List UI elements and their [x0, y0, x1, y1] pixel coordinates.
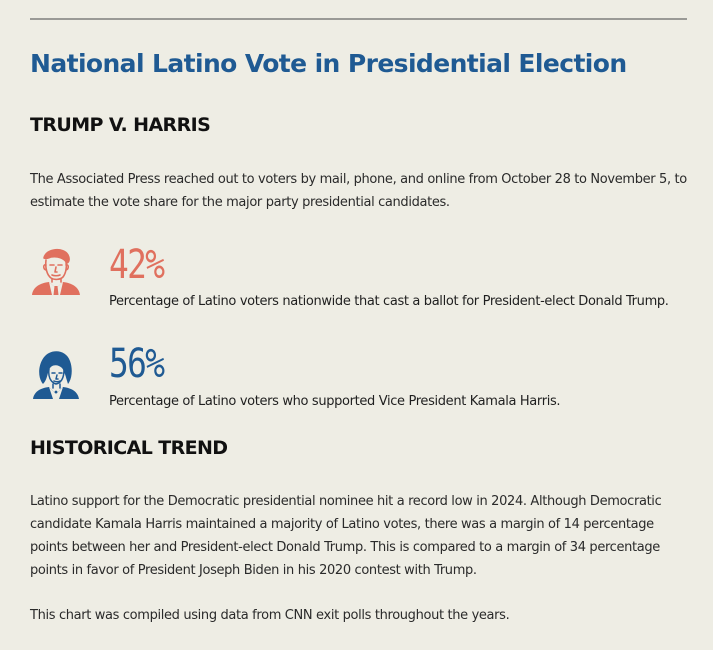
trump-vote-share: 42% — [109, 242, 165, 288]
intro-paragraph: The Associated Press reached out to vote… — [30, 172, 687, 210]
harris-portrait-icon — [33, 351, 79, 399]
harris-vote-description: Percentage of Latino voters who supporte… — [109, 394, 561, 409]
section-heading-historical-trend: HISTORICAL TREND — [30, 437, 228, 459]
trump-portrait-icon — [32, 248, 80, 295]
page-title: National Latino Vote in Presidential Ele… — [30, 49, 627, 78]
harris-vote-share: 56% — [109, 341, 165, 387]
top-divider — [30, 18, 687, 20]
section-heading-trump-v-harris: TRUMP V. HARRIS — [30, 114, 211, 136]
chart-source-note: This chart was compiled using data from … — [30, 608, 510, 623]
trump-vote-description: Percentage of Latino voters nationwide t… — [109, 294, 669, 309]
historical-trend-paragraph: Latino support for the Democratic presid… — [30, 494, 662, 578]
